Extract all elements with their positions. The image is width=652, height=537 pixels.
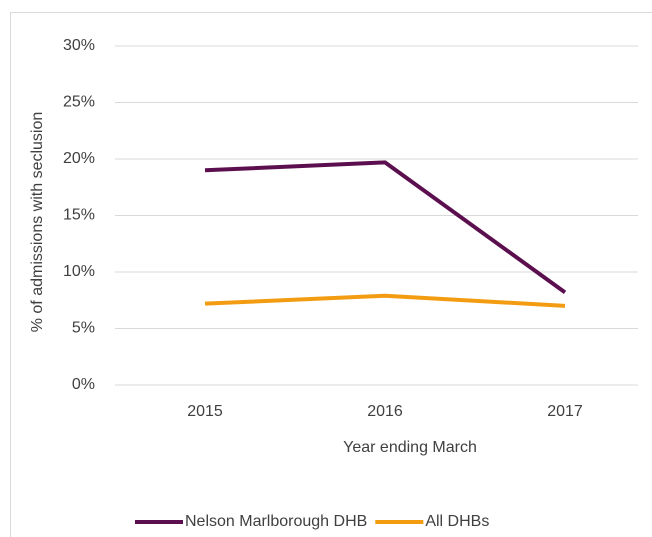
x-tick-label: 2017 <box>547 403 583 420</box>
x-tick-label: 2015 <box>187 403 223 420</box>
y-tick-label: 25% <box>63 94 95 111</box>
series-line <box>204 160 567 294</box>
y-tick-label: 0% <box>72 376 95 393</box>
y-axis-label: % of admissions with seclusion <box>29 112 46 333</box>
series-line <box>204 293 566 308</box>
legend-label: All DHBs <box>425 513 489 530</box>
y-tick-label: 5% <box>72 320 95 337</box>
legend-label: Nelson Marlborough DHB <box>185 513 367 530</box>
y-tick-label: 30% <box>63 37 95 54</box>
x-tick-label: 2016 <box>367 403 403 420</box>
x-axis-label: Year ending March <box>343 439 477 456</box>
y-tick-label: 20% <box>63 150 95 167</box>
y-tick-label: 10% <box>63 263 95 280</box>
y-tick-label: 15% <box>63 207 95 224</box>
chart-frame <box>10 12 652 537</box>
